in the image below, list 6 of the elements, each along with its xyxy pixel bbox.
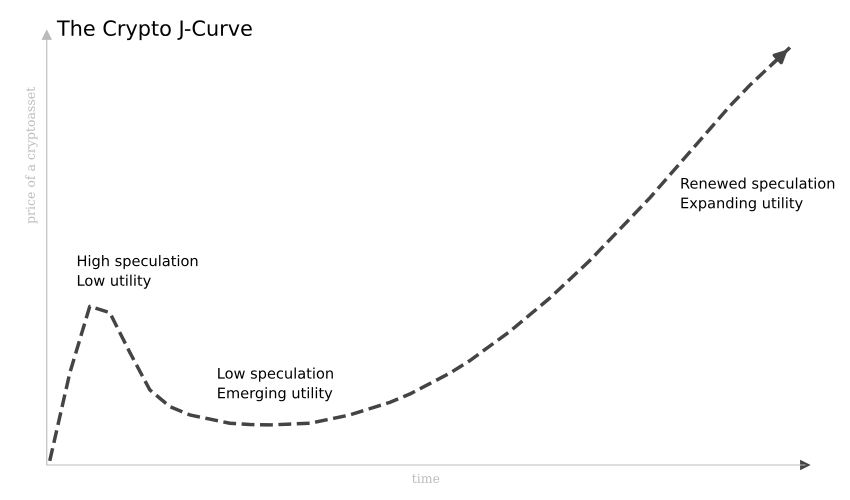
y-axis-title: price of a cryptoasset <box>25 86 38 224</box>
annotation: High speculation Low utility <box>78 255 198 289</box>
chart-title: The Crypto J-Curve <box>56 20 252 40</box>
annotation: Renewed speculation Expanding utility <box>681 178 834 212</box>
annotation: Low speculation Emerging utility <box>218 368 333 402</box>
x-axis-title: time <box>412 474 440 484</box>
